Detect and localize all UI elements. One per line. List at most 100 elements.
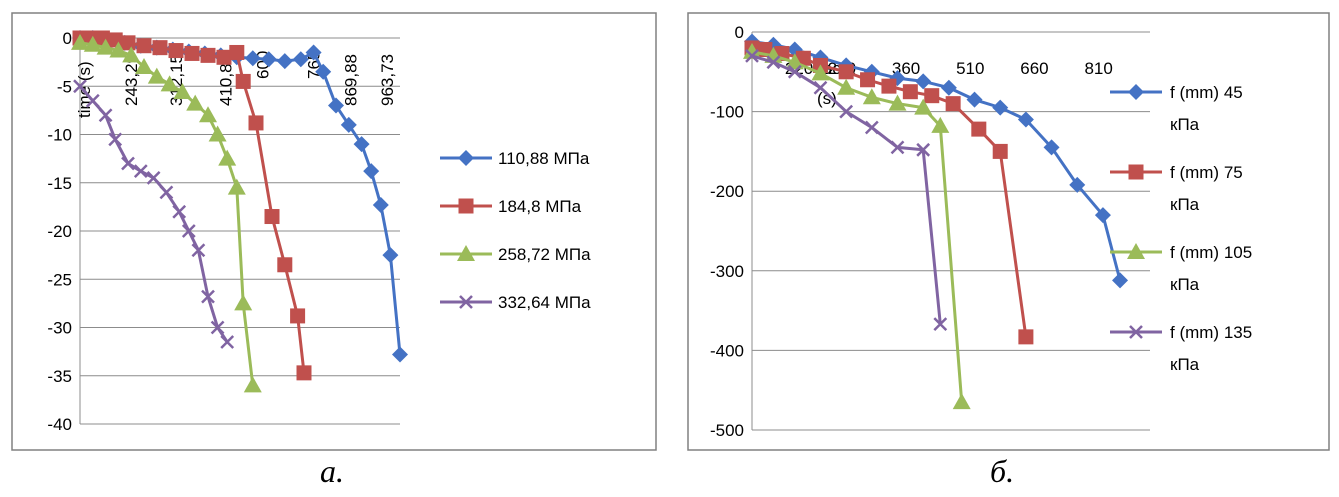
y-tick-label: -10 — [47, 126, 72, 145]
data-point — [838, 64, 854, 80]
series-4 — [73, 79, 235, 349]
data-point — [109, 41, 128, 58]
data-point — [186, 94, 205, 111]
data-point — [839, 104, 854, 119]
x-tick-label: 869,88 — [341, 54, 360, 106]
data-point — [290, 308, 306, 324]
data-point — [890, 140, 905, 155]
data-point — [146, 171, 161, 185]
data-point — [184, 45, 200, 61]
data-point — [382, 247, 399, 264]
data-point — [244, 50, 261, 67]
x-tick-label: 810 — [1084, 59, 1112, 78]
data-point — [83, 35, 102, 52]
data-point — [340, 116, 357, 133]
data-point — [73, 79, 87, 94]
data-point — [200, 47, 216, 63]
data-point — [971, 121, 987, 137]
data-point — [811, 64, 830, 81]
data-point — [173, 83, 192, 100]
data-point — [992, 99, 1009, 116]
data-point — [940, 79, 957, 96]
data-point — [276, 53, 293, 70]
series-line — [78, 85, 229, 343]
data-point — [924, 88, 940, 104]
x-tick-label: 243,29 — [122, 54, 141, 106]
data-point — [152, 40, 168, 56]
data-point — [71, 33, 89, 50]
data-point — [260, 51, 277, 68]
data-point — [147, 67, 166, 84]
data-point — [1069, 176, 1086, 193]
legend-label: 258,72 МПа — [498, 245, 591, 264]
legend-unit: кПа — [1170, 355, 1200, 374]
data-point — [108, 132, 123, 147]
legend-marker — [457, 245, 475, 261]
data-point — [264, 209, 280, 225]
caption-b: б. — [990, 453, 1014, 489]
data-point — [133, 164, 148, 179]
data-point — [122, 46, 141, 63]
caption-a: а. — [320, 453, 344, 489]
series-2 — [744, 40, 1034, 345]
data-point — [296, 365, 312, 381]
data-point — [172, 204, 187, 219]
data-point — [218, 149, 237, 166]
data-point — [227, 178, 246, 195]
data-point — [916, 142, 931, 157]
series-2 — [72, 30, 312, 381]
series-3 — [743, 42, 971, 410]
data-point — [392, 346, 408, 363]
data-point — [862, 88, 881, 105]
data-point — [952, 393, 971, 410]
legend-marker — [1129, 325, 1143, 339]
y-tick-label: -30 — [47, 319, 72, 338]
data-point — [168, 43, 184, 59]
data-point — [136, 38, 152, 54]
data-point — [813, 80, 828, 95]
data-point — [915, 73, 932, 90]
data-point — [1094, 207, 1111, 224]
data-point — [292, 51, 309, 68]
data-point — [931, 116, 950, 133]
legend-marker — [1127, 243, 1145, 259]
data-point — [135, 57, 153, 74]
x-tick-label: 660 — [1020, 59, 1048, 78]
data-point — [966, 91, 983, 108]
y-tick-label: -40 — [47, 415, 72, 434]
series-line — [751, 50, 964, 403]
legend-unit: кПа — [1170, 275, 1200, 294]
data-point — [363, 163, 380, 180]
legend-label: 184,8 МПа — [498, 197, 582, 216]
series-4 — [745, 48, 948, 332]
legend-label: f (mm) 135 — [1170, 323, 1252, 342]
data-point — [1043, 139, 1060, 156]
y-tick-label: -200 — [710, 182, 744, 201]
legend-entry-2: f (mm) 75 кПа — [1110, 163, 1243, 214]
data-point — [315, 63, 332, 80]
data-point — [208, 125, 227, 142]
legend-entry-4: f (mm) 135 кПа — [1110, 323, 1252, 374]
data-point — [933, 317, 948, 332]
data-point — [766, 55, 781, 70]
data-point — [328, 97, 344, 114]
data-point — [745, 48, 759, 63]
data-point — [220, 335, 235, 349]
chart-a-legend: 110,88 МПа 184,8 МПа 258,72 МПа 332,64 МПа — [440, 149, 591, 312]
legend-unit: кПа — [1170, 115, 1200, 134]
data-point — [914, 98, 933, 115]
legend-label: f (mm) 45 — [1170, 83, 1243, 102]
y-tick-label: -100 — [710, 103, 744, 122]
data-point — [743, 42, 761, 59]
data-point — [860, 72, 876, 88]
data-point — [159, 185, 174, 200]
data-point — [902, 84, 918, 100]
data-point — [216, 49, 232, 65]
chart-b-series — [743, 33, 1129, 410]
legend-marker — [1128, 84, 1144, 100]
legend-label: 110,88 МПа — [498, 149, 590, 168]
